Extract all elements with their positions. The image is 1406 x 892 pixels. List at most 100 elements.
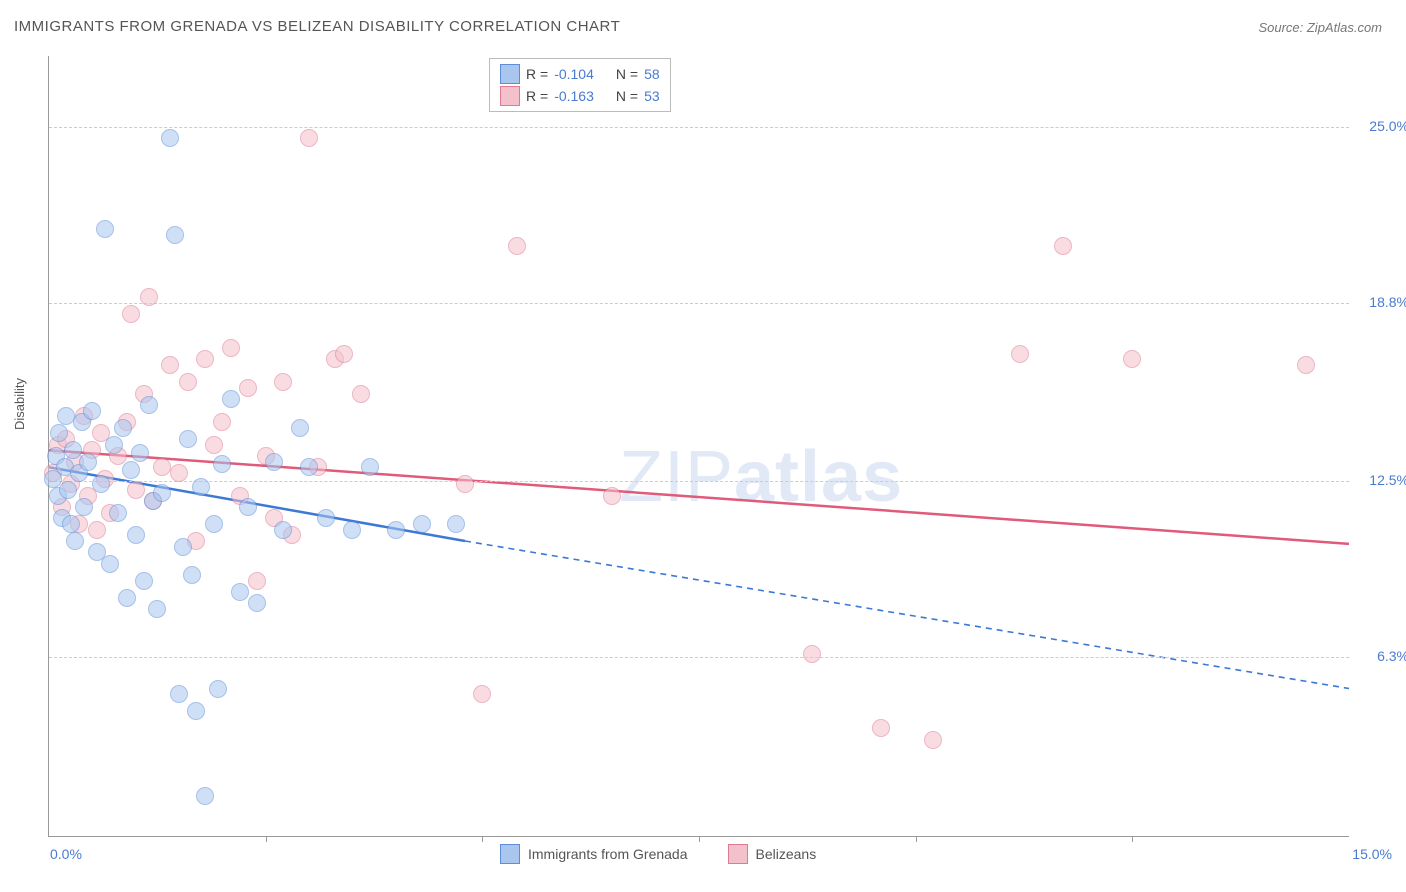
chart-title: IMMIGRANTS FROM GRENADA VS BELIZEAN DISA… — [14, 18, 620, 35]
scatter-point-a — [196, 787, 214, 805]
scatter-point-b — [153, 458, 171, 476]
scatter-point-a — [131, 444, 149, 462]
n-value: 53 — [644, 88, 660, 104]
y-tick-label: 12.5% — [1357, 472, 1406, 488]
scatter-point-b — [473, 685, 491, 703]
scatter-point-a — [75, 498, 93, 516]
scatter-point-b — [803, 645, 821, 663]
n-value: 58 — [644, 66, 660, 82]
scatter-point-b — [161, 356, 179, 374]
scatter-point-b — [274, 373, 292, 391]
scatter-point-a — [317, 509, 335, 527]
scatter-point-b — [1054, 237, 1072, 255]
scatter-point-b — [924, 731, 942, 749]
x-tick-max: 15.0% — [1352, 846, 1392, 862]
scatter-point-a — [209, 680, 227, 698]
source-label: Source: ZipAtlas.com — [1258, 20, 1382, 35]
scatter-point-a — [265, 453, 283, 471]
scatter-point-a — [213, 455, 231, 473]
scatter-point-a — [222, 390, 240, 408]
trend-lines — [49, 56, 1349, 836]
plot-area: ZIPatlas R = -0.104 N = 58 R = -0.163 N … — [48, 56, 1349, 837]
x-tickmark — [916, 836, 917, 842]
scatter-point-a — [166, 226, 184, 244]
r-value: -0.104 — [554, 66, 594, 82]
scatter-point-a — [274, 521, 292, 539]
scatter-point-b — [1123, 350, 1141, 368]
gridline-h — [49, 127, 1349, 128]
swatch-series-b — [500, 86, 520, 106]
y-tick-label: 25.0% — [1357, 118, 1406, 134]
y-tick-label: 18.8% — [1357, 294, 1406, 310]
scatter-point-b — [456, 475, 474, 493]
scatter-point-a — [153, 484, 171, 502]
scatter-point-a — [92, 475, 110, 493]
legend-top-row: R = -0.163 N = 53 — [500, 85, 660, 107]
scatter-point-b — [352, 385, 370, 403]
scatter-point-a — [105, 436, 123, 454]
scatter-point-b — [170, 464, 188, 482]
gridline-h — [49, 303, 1349, 304]
scatter-point-b — [88, 521, 106, 539]
scatter-point-a — [122, 461, 140, 479]
scatter-point-a — [387, 521, 405, 539]
scatter-point-a — [161, 129, 179, 147]
scatter-point-a — [59, 481, 77, 499]
scatter-point-b — [603, 487, 621, 505]
swatch-series-a — [500, 844, 520, 864]
scatter-point-b — [127, 481, 145, 499]
scatter-point-a — [300, 458, 318, 476]
n-label: N = — [616, 88, 638, 104]
y-axis-label: Disability — [12, 378, 27, 430]
scatter-point-a — [96, 220, 114, 238]
scatter-point-a — [109, 504, 127, 522]
x-tick-min: 0.0% — [50, 846, 82, 862]
legend-bottom: Immigrants from Grenada Belizeans — [500, 844, 816, 864]
gridline-h — [49, 657, 1349, 658]
scatter-point-b — [196, 350, 214, 368]
scatter-point-a — [66, 532, 84, 550]
scatter-point-a — [79, 453, 97, 471]
swatch-series-b — [728, 844, 748, 864]
x-tickmark — [482, 836, 483, 842]
scatter-point-a — [83, 402, 101, 420]
scatter-point-b — [222, 339, 240, 357]
legend-bottom-item: Belizeans — [728, 844, 817, 864]
scatter-point-b — [179, 373, 197, 391]
scatter-point-b — [872, 719, 890, 737]
scatter-point-a — [101, 555, 119, 573]
scatter-point-a — [118, 589, 136, 607]
scatter-point-a — [127, 526, 145, 544]
legend-label: Belizeans — [756, 846, 817, 862]
scatter-point-a — [148, 600, 166, 618]
legend-bottom-item: Immigrants from Grenada — [500, 844, 688, 864]
trend-line-a-dash — [465, 541, 1349, 688]
scatter-point-a — [192, 478, 210, 496]
scatter-point-a — [187, 702, 205, 720]
scatter-point-a — [231, 583, 249, 601]
scatter-point-a — [62, 515, 80, 533]
scatter-point-a — [174, 538, 192, 556]
x-tickmark — [266, 836, 267, 842]
gridline-h — [49, 481, 1349, 482]
r-label: R = — [526, 66, 548, 82]
legend-label: Immigrants from Grenada — [528, 846, 688, 862]
scatter-point-a — [239, 498, 257, 516]
scatter-point-b — [239, 379, 257, 397]
scatter-point-a — [205, 515, 223, 533]
scatter-point-b — [508, 237, 526, 255]
scatter-point-b — [205, 436, 223, 454]
n-label: N = — [616, 66, 638, 82]
scatter-point-b — [248, 572, 266, 590]
scatter-point-a — [170, 685, 188, 703]
scatter-point-b — [140, 288, 158, 306]
scatter-point-a — [183, 566, 201, 584]
scatter-point-b — [1011, 345, 1029, 363]
x-tickmark — [699, 836, 700, 842]
legend-top-row: R = -0.104 N = 58 — [500, 63, 660, 85]
scatter-point-b — [1297, 356, 1315, 374]
y-tick-label: 6.3% — [1357, 648, 1406, 664]
legend-top: R = -0.104 N = 58 R = -0.163 N = 53 — [489, 58, 671, 112]
scatter-point-b — [335, 345, 353, 363]
swatch-series-a — [500, 64, 520, 84]
